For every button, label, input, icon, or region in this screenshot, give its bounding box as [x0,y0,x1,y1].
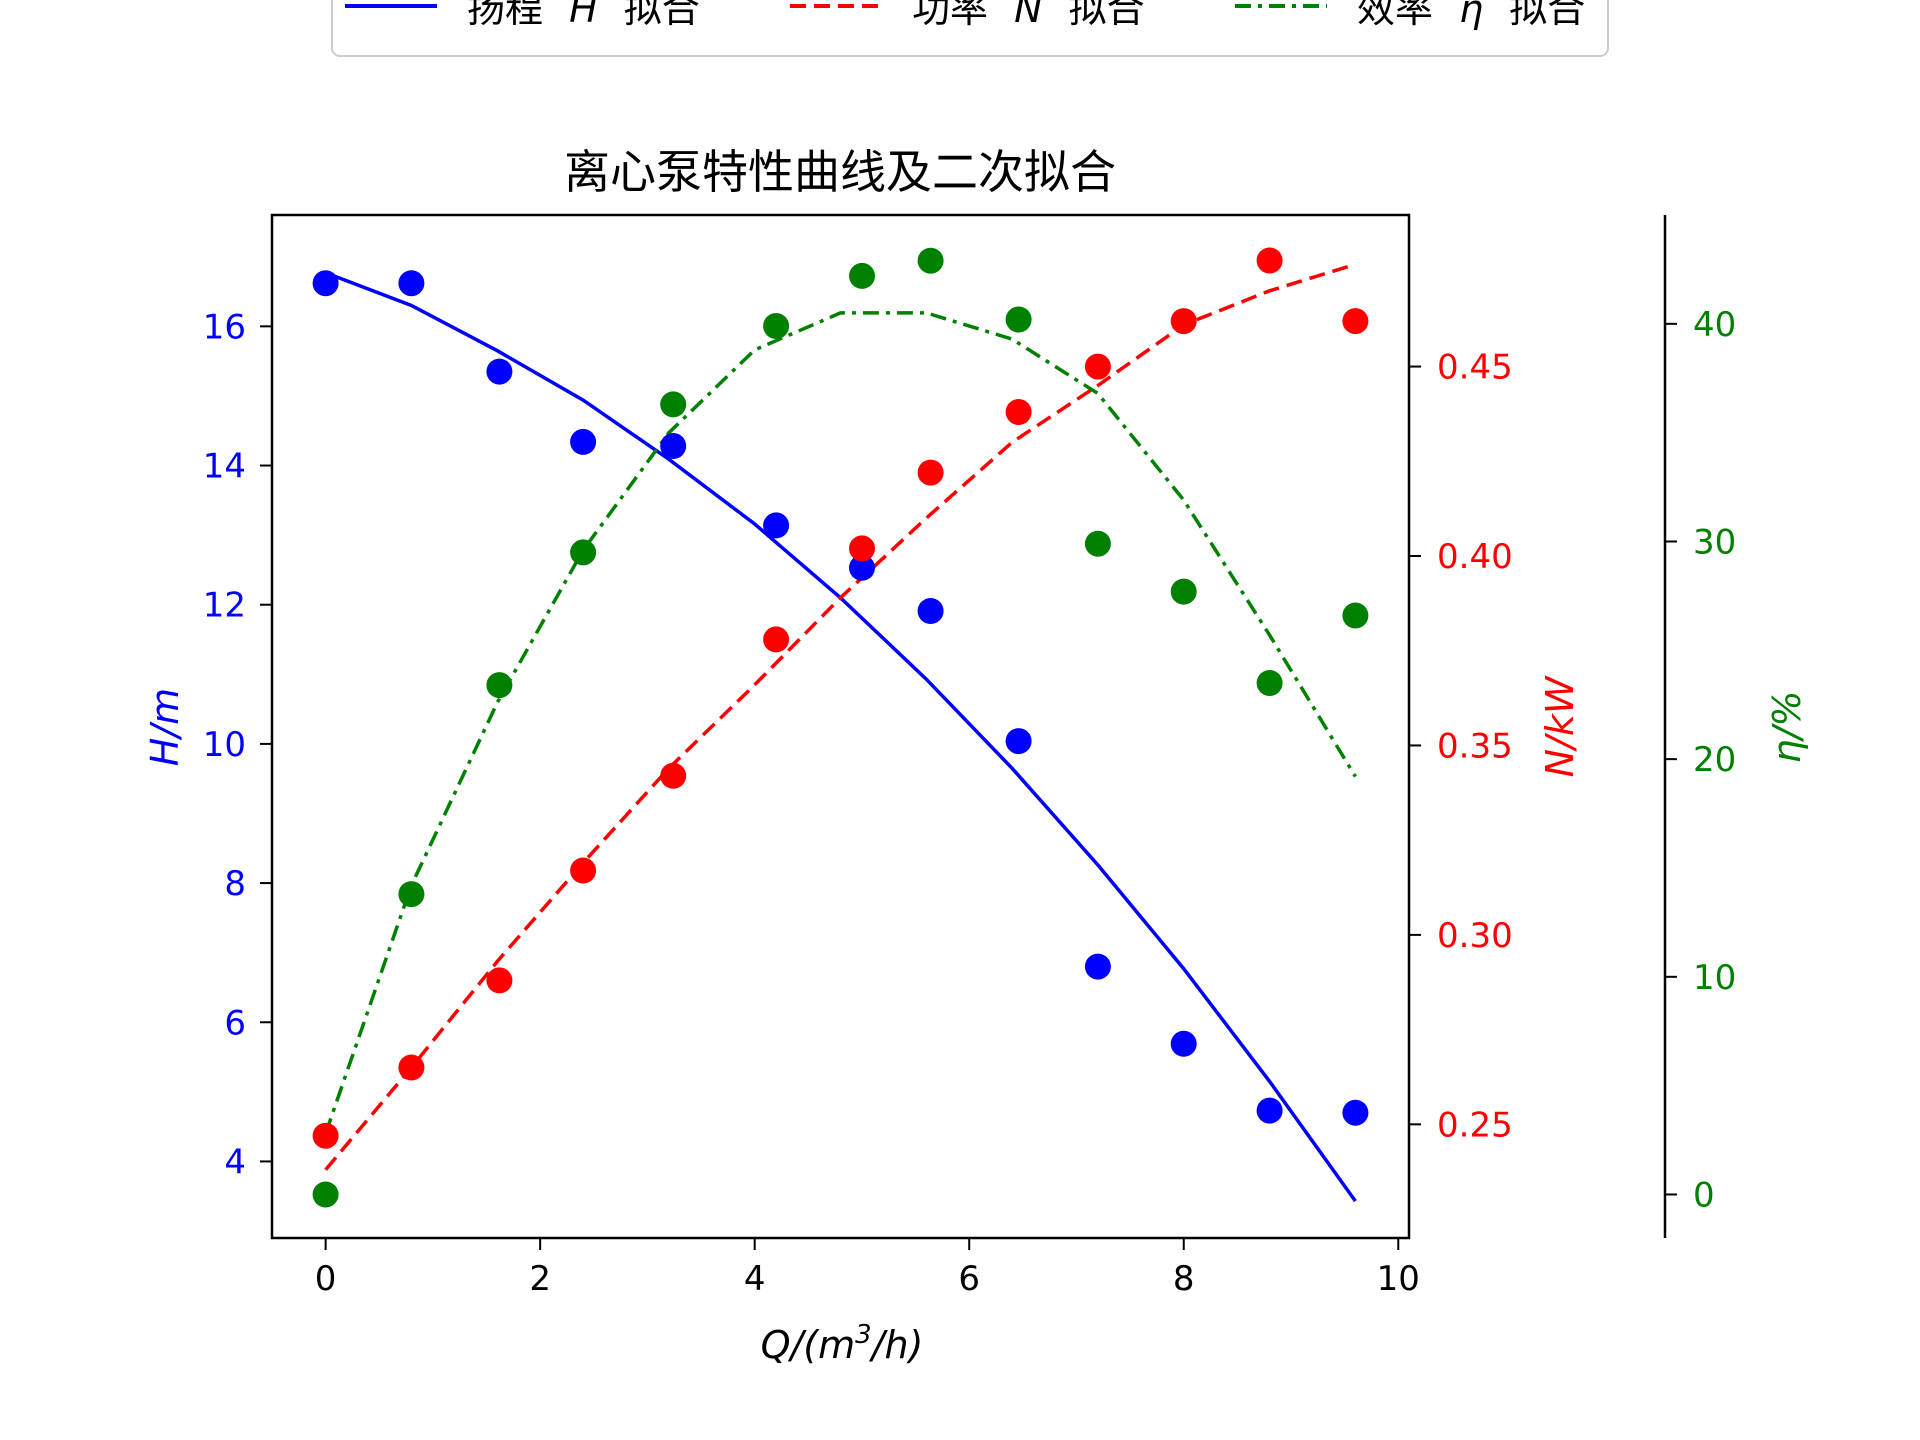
point-N [1256,247,1283,274]
eta-tick-label: 30 [1693,522,1736,562]
chart-title: 离心泵特性曲线及二次拟合 [564,145,1116,199]
axis-ticks: 0 2 4 6 8 10 4 6 8 10 12 14 16 0.25 0.30 0.35 0.40 0.45 0 1… [203,305,1737,1299]
n-axis-label: N/kW [1538,675,1582,777]
x-tick-label: 10 [1377,1259,1420,1299]
point-N [312,1122,339,1149]
point-H [1256,1097,1283,1124]
h-tick-label: 14 [203,447,246,487]
point-H [486,358,513,385]
point-H [660,433,687,459]
eta-tick-label: 40 [1693,305,1736,345]
n-tick-label: 0.35 [1437,726,1513,766]
data-points [312,247,1369,1208]
eta-axis-label: η/% [1765,691,1809,764]
fit-line-H [324,271,1357,1203]
n-tick-label: 0.25 [1437,1105,1513,1145]
point-eta [1256,670,1283,696]
point-H [1084,953,1111,980]
point-H [763,512,790,539]
point-eta [917,247,944,274]
point-N [660,762,687,789]
point-H [312,270,339,297]
point-eta [1005,306,1032,333]
x-tick-label: 0 [315,1259,337,1299]
legend: 扬程 H 拟合 功率 N 拟合 效率 η 拟合 [331,0,1609,57]
x-tick-label: 4 [744,1259,766,1299]
point-N [1342,308,1369,335]
point-eta [312,1181,339,1208]
h-axis-label: H/m [143,688,187,766]
point-N [763,626,790,653]
point-eta [398,881,425,908]
eta-tick-label: 10 [1693,958,1736,998]
h-tick-label: 10 [203,725,246,765]
legend-eta-label: 效率 η 拟合 [1357,0,1585,31]
x-tick-label: 8 [1173,1259,1195,1299]
h-tick-label: 12 [203,586,246,626]
point-N [1170,308,1197,335]
point-N [917,459,944,486]
point-eta [1342,602,1369,629]
point-eta [660,391,687,418]
point-eta [763,313,790,339]
point-N [570,857,597,884]
point-N [398,1054,425,1081]
point-H [398,270,425,297]
point-H [1342,1099,1369,1126]
x-tick-label: 6 [958,1259,980,1299]
point-N [1005,399,1032,425]
h-tick-label: 16 [203,307,246,347]
plot-frame [270,213,1411,1240]
h-tick-label: 6 [224,1003,246,1043]
point-N [849,535,875,562]
x-axis-label: Q/(m3/h) [761,1320,924,1367]
fit-line-eta [323,311,1357,1135]
point-H [849,554,875,581]
point-eta [570,539,597,566]
n-tick-label: 0.40 [1437,537,1513,577]
legend-n-label: 功率 N 拟合 [912,0,1145,31]
point-H [570,428,597,455]
point-H [1170,1030,1197,1057]
point-eta [486,672,513,699]
point-N [1084,353,1111,380]
point-eta [1084,530,1111,557]
n-tick-label: 0.30 [1437,916,1513,956]
point-eta [849,262,875,289]
h-tick-label: 8 [224,864,246,904]
point-H [1005,728,1032,755]
point-H [917,598,944,624]
h-tick-label: 4 [224,1142,246,1182]
x-tick-label: 2 [529,1259,551,1299]
point-N [486,967,513,994]
point-eta [1170,578,1197,605]
eta-tick-label: 0 [1693,1175,1715,1215]
fit-line-N [324,262,1356,1171]
n-tick-label: 0.45 [1437,348,1513,388]
fit-curves [323,262,1357,1203]
legend-h-label: 扬程 H 拟合 [467,0,700,31]
eta-tick-label: 20 [1693,740,1736,780]
